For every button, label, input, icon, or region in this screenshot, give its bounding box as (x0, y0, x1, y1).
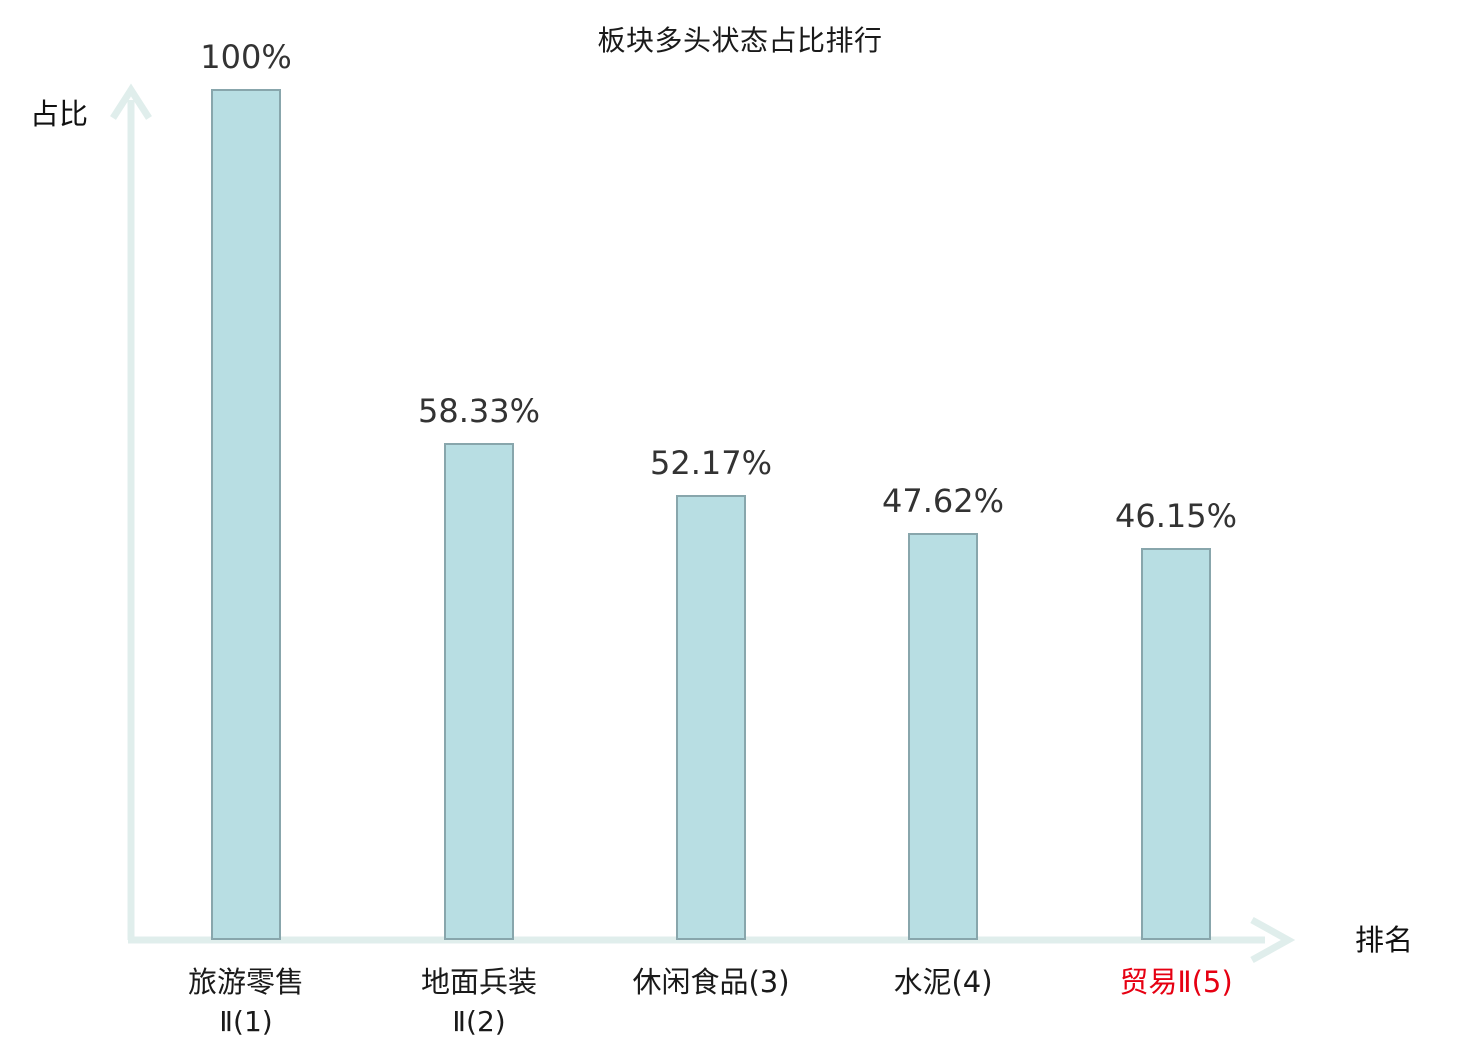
category-label-line1: 地面兵装 (420, 965, 538, 999)
category-label-rank-1[interactable]: 旅游零售 Ⅱ(1) (188, 962, 304, 1040)
bar-value-rank-1: 100% (200, 38, 292, 76)
category-label-line2: Ⅱ(2) (452, 1005, 506, 1038)
category-label-line2: Ⅱ(1) (219, 1005, 273, 1038)
bar-value-rank-2: 58.33% (417, 392, 541, 430)
bar-rank-4[interactable] (908, 533, 978, 940)
y-axis-title: 占比 (30, 97, 89, 131)
bar-rank-5[interactable] (1141, 548, 1211, 940)
category-label-line1: 贸易Ⅱ(5) (1119, 965, 1233, 999)
bar-rank-1[interactable] (211, 89, 281, 940)
category-label-line1: 水泥(4) (893, 965, 993, 999)
chart-title: 板块多头状态占比排行 (597, 24, 883, 57)
bar-rank-3[interactable] (676, 495, 746, 940)
category-label-rank-4[interactable]: 水泥(4) (893, 962, 992, 1002)
bar-value-rank-5: 46.15% (1114, 497, 1238, 535)
bar-value-rank-3: 52.17% (649, 444, 773, 482)
category-label-rank-5[interactable]: 贸易Ⅱ(5) (1119, 962, 1232, 1002)
x-axis-title: 排名 (1355, 923, 1414, 957)
category-label-line1: 休闲食品(3) (632, 965, 790, 999)
category-label-rank-2[interactable]: 地面兵装 Ⅱ(2) (421, 962, 537, 1040)
category-label-line1: 旅游零售 (187, 965, 305, 999)
bar-value-rank-4: 47.62% (881, 482, 1005, 520)
bar-rank-2[interactable] (444, 443, 514, 940)
category-label-rank-3[interactable]: 休闲食品(3) (632, 962, 789, 1002)
